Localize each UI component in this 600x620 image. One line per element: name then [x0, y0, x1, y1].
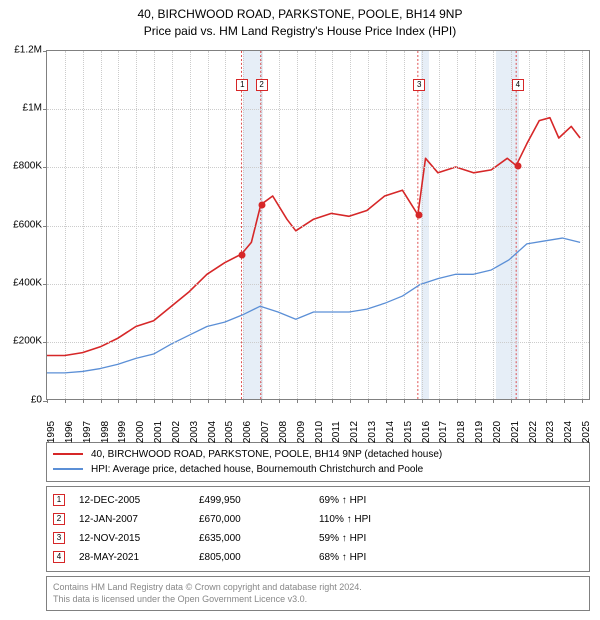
- x-tick-label: 2011: [331, 421, 342, 443]
- title-block: 40, BIRCHWOOD ROAD, PARKSTONE, POOLE, BH…: [0, 0, 600, 42]
- event-row: 3 12-NOV-2015£635,00059% ↑ HPI: [53, 529, 583, 548]
- event-date: 12-NOV-2015: [79, 529, 199, 548]
- event-row-marker: 1: [53, 494, 65, 506]
- x-axis-labels: 1995199619971998199920002001200220032004…: [46, 404, 590, 436]
- legend-item: 40, BIRCHWOOD ROAD, PARKSTONE, POOLE, BH…: [53, 447, 583, 462]
- legend-label: HPI: Average price, detached house, Bour…: [91, 462, 423, 477]
- x-tick-label: 1999: [117, 420, 128, 442]
- y-tick-label: £0: [31, 394, 42, 405]
- x-tick-label: 2008: [278, 420, 289, 442]
- data-point-dot: [258, 202, 265, 209]
- event-delta: 110% ↑ HPI: [319, 510, 371, 529]
- event-row-marker: 2: [53, 513, 65, 525]
- x-tick-label: 2022: [528, 420, 539, 442]
- x-tick-label: 2017: [438, 420, 449, 442]
- event-price: £670,000: [199, 510, 319, 529]
- x-tick-label: 2012: [349, 420, 360, 442]
- x-tick-label: 1997: [82, 420, 93, 442]
- events-table: 1 12-DEC-2005£499,95069% ↑ HPI 2 12-JAN-200…: [46, 486, 590, 572]
- x-tick-label: 2016: [421, 420, 432, 442]
- event-marker: 4: [512, 79, 524, 91]
- x-tick-label: 1996: [64, 420, 75, 442]
- x-tick-label: 2009: [296, 420, 307, 442]
- y-tick-label: £1.2M: [14, 44, 42, 55]
- x-tick-label: 2023: [545, 420, 556, 442]
- x-tick-label: 2024: [563, 420, 574, 442]
- event-marker: 3: [413, 79, 425, 91]
- y-tick-label: £200K: [13, 336, 42, 347]
- attribution: Contains HM Land Registry data © Crown c…: [46, 576, 590, 611]
- y-tick-label: £600K: [13, 219, 42, 230]
- x-tick-label: 2015: [403, 420, 414, 442]
- legend-item: HPI: Average price, detached house, Bour…: [53, 462, 583, 477]
- title-line-2: Price paid vs. HM Land Registry's House …: [0, 23, 600, 40]
- legend: 40, BIRCHWOOD ROAD, PARKSTONE, POOLE, BH…: [46, 442, 590, 482]
- data-point-dot: [239, 251, 246, 258]
- event-price: £635,000: [199, 529, 319, 548]
- plot-area: 12 3 4: [46, 50, 590, 400]
- attribution-line-2: This data is licensed under the Open Gov…: [53, 593, 583, 606]
- title-line-1: 40, BIRCHWOOD ROAD, PARKSTONE, POOLE, BH…: [0, 6, 600, 23]
- event-date: 12-JAN-2007: [79, 510, 199, 529]
- event-row-marker: 4: [53, 551, 65, 563]
- x-tick-label: 2014: [385, 420, 396, 442]
- legend-swatch: [53, 468, 83, 470]
- x-tick-label: 2003: [189, 420, 200, 442]
- event-delta: 68% ↑ HPI: [319, 548, 366, 567]
- legend-label: 40, BIRCHWOOD ROAD, PARKSTONE, POOLE, BH…: [91, 447, 442, 462]
- x-tick-label: 2005: [224, 420, 235, 442]
- event-date: 12-DEC-2005: [79, 491, 199, 510]
- x-tick-label: 2019: [474, 420, 485, 442]
- chart-lines: [47, 51, 589, 399]
- x-tick-label: 2025: [581, 420, 592, 442]
- x-tick-label: 2013: [367, 420, 378, 442]
- event-row-marker: 3: [53, 532, 65, 544]
- chart-container: 40, BIRCHWOOD ROAD, PARKSTONE, POOLE, BH…: [0, 0, 600, 620]
- event-price: £499,950: [199, 491, 319, 510]
- x-tick-label: 2006: [242, 420, 253, 442]
- event-date: 28-MAY-2021: [79, 548, 199, 567]
- event-marker: 2: [256, 79, 268, 91]
- x-tick-label: 2002: [171, 420, 182, 442]
- event-delta: 59% ↑ HPI: [319, 529, 366, 548]
- data-point-dot: [416, 212, 423, 219]
- event-row: 2 12-JAN-2007£670,000110% ↑ HPI: [53, 510, 583, 529]
- x-tick-label: 2020: [492, 420, 503, 442]
- x-tick-label: 2000: [135, 420, 146, 442]
- event-row: 4 28-MAY-2021£805,00068% ↑ HPI: [53, 548, 583, 567]
- x-tick-label: 2021: [510, 420, 521, 442]
- attribution-line-1: Contains HM Land Registry data © Crown c…: [53, 581, 583, 594]
- y-tick-label: £1M: [23, 102, 42, 113]
- event-delta: 69% ↑ HPI: [319, 491, 366, 510]
- x-tick-label: 2007: [260, 420, 271, 442]
- event-row: 1 12-DEC-2005£499,95069% ↑ HPI: [53, 491, 583, 510]
- event-marker: 1: [236, 79, 248, 91]
- x-tick-label: 2001: [153, 420, 164, 442]
- x-tick-label: 2004: [207, 420, 218, 442]
- plot-wrapper: 1234 £0£200K£400K£600K£800K£1M£1.2M: [46, 50, 590, 400]
- event-price: £805,000: [199, 548, 319, 567]
- x-tick-label: 1998: [100, 420, 111, 442]
- legend-swatch: [53, 453, 83, 455]
- x-tick-label: 2018: [456, 420, 467, 442]
- y-tick-label: £400K: [13, 277, 42, 288]
- data-point-dot: [514, 162, 521, 169]
- y-tick-label: £800K: [13, 161, 42, 172]
- x-tick-label: 1995: [46, 420, 57, 442]
- x-tick-label: 2010: [314, 420, 325, 442]
